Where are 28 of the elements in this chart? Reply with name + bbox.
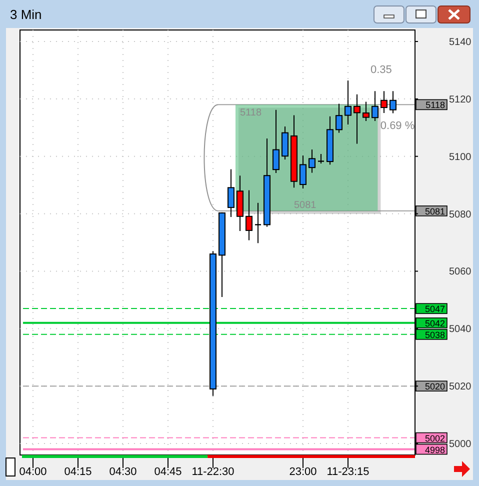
ref-line-label: 5038 (424, 330, 445, 340)
ref-line-label: 5047 (424, 304, 445, 314)
x-tick-label: 04:15 (64, 466, 92, 478)
ref-line-label: 5118 (426, 100, 445, 110)
annotation: 0.69 % (380, 120, 415, 132)
y-tick-label: 5100 (449, 152, 472, 163)
ref-line-label: 4998 (424, 444, 445, 455)
chart-title: 3 Min (10, 7, 42, 22)
ref-line-label: 5002 (424, 433, 445, 444)
x-tick-label: 04:45 (154, 466, 182, 478)
annotation: 5081 (294, 200, 317, 211)
annotation: 5118 (240, 108, 262, 119)
ref-line-label: 5020 (424, 382, 445, 392)
y-tick-label: 5000 (449, 439, 472, 450)
ref-line-label: 5042 (424, 318, 445, 328)
y-tick-label: 5140 (449, 36, 472, 48)
x-tick-label: 04:30 (109, 466, 137, 478)
y-tick-label: 5040 (449, 324, 472, 336)
x-tick-label: 11-23:15 (326, 466, 370, 478)
annotation: 0.35 (370, 64, 392, 76)
x-tick-label: 04:00 (19, 466, 47, 478)
ref-line-label: 5081 (424, 206, 445, 216)
y-tick-label: 5080 (449, 209, 472, 220)
y-tick-label: 5120 (449, 94, 472, 106)
y-tick-label: 5020 (449, 382, 472, 393)
x-tick-label: 11-22:30 (192, 466, 234, 478)
x-tick-label: 23:00 (289, 466, 317, 478)
y-tick-label: 5060 (449, 266, 472, 278)
